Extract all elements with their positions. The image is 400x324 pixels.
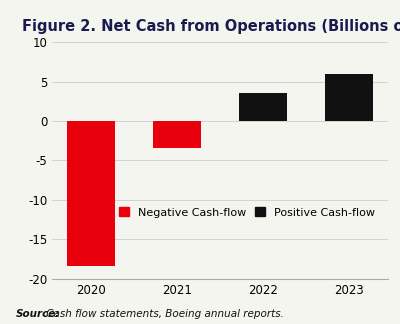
Text: Cash flow statements, Boeing annual reports.: Cash flow statements, Boeing annual repo… xyxy=(43,309,284,319)
Bar xyxy=(153,121,201,148)
Legend: Negative Cash-flow, Positive Cash-flow: Negative Cash-flow, Positive Cash-flow xyxy=(114,203,379,222)
Bar xyxy=(326,74,373,121)
Text: Source:: Source: xyxy=(16,309,60,319)
Text: Figure 2. Net Cash from Operations (Billions of Dollars): Figure 2. Net Cash from Operations (Bill… xyxy=(22,19,400,34)
Bar xyxy=(239,93,287,121)
Bar xyxy=(67,121,114,266)
